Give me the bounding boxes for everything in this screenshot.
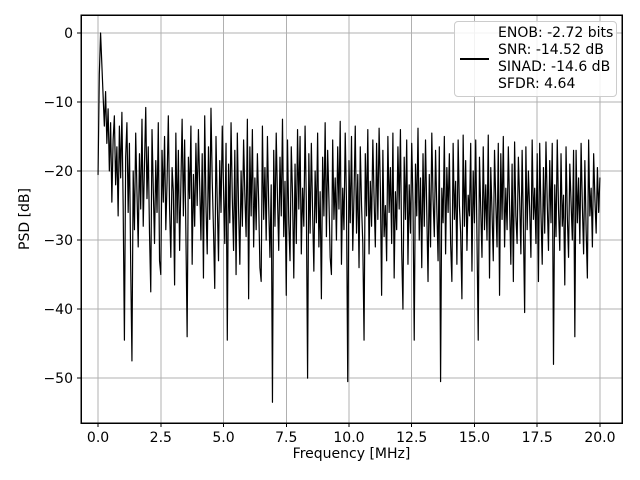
x-tick-label: 7.5 xyxy=(275,430,297,446)
legend-sinad: SINAD: -14.6 dB xyxy=(498,59,611,75)
x-tick-label: 20.0 xyxy=(584,430,615,446)
axes-spines xyxy=(80,14,623,424)
legend-sfdr: SFDR: 4.64 xyxy=(498,76,576,92)
legend-enob: ENOB: -2.72 bits xyxy=(498,25,614,41)
legend-label-block: ENOB: -2.72 bits SNR: -14.52 dB SINAD: -… xyxy=(498,25,613,93)
y-tick-label: −50 xyxy=(43,371,73,387)
legend-line-sample xyxy=(460,58,489,60)
x-axis-label: Frequency [MHz] xyxy=(292,446,411,462)
y-tick-label: −10 xyxy=(43,95,73,111)
y-tick-label: −30 xyxy=(43,233,73,249)
x-tick-label: 17.5 xyxy=(522,430,553,446)
x-tick-label: 12.5 xyxy=(396,430,427,446)
x-tick-label: 5.0 xyxy=(212,430,234,446)
x-tick-label: 10.0 xyxy=(333,430,364,446)
x-tick-label: 15.0 xyxy=(459,430,490,446)
y-tick-label: 0 xyxy=(64,26,73,42)
y-axis-label: PSD [dB] xyxy=(17,188,33,250)
y-tick-label: −40 xyxy=(43,302,73,318)
legend: ENOB: -2.72 bits SNR: -14.52 dB SINAD: -… xyxy=(454,21,617,97)
x-tick-label: 0.0 xyxy=(87,430,109,446)
y-tick-label: −20 xyxy=(43,164,73,180)
x-tick-label: 2.5 xyxy=(150,430,172,446)
psd-trace xyxy=(97,32,601,403)
legend-snr: SNR: -14.52 dB xyxy=(498,42,604,58)
